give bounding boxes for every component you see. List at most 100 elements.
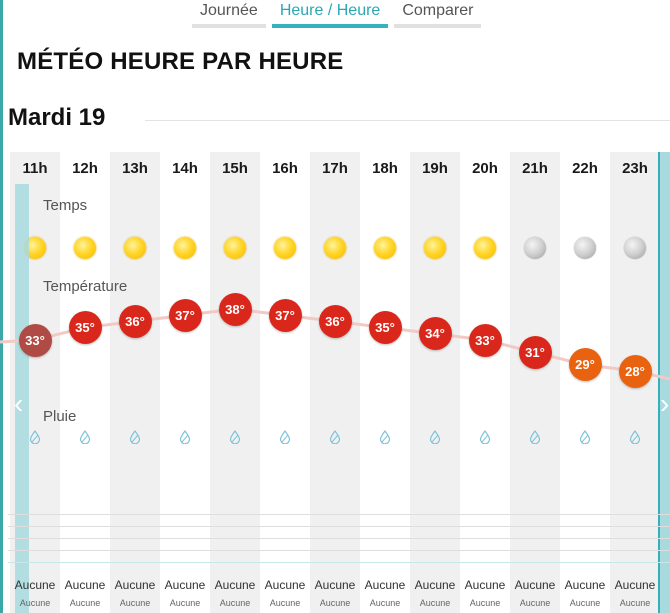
raindrop-icon [460, 429, 510, 447]
sun-icon [424, 237, 446, 259]
hour-label: 18h [372, 160, 398, 177]
temperature-badge: 31° [518, 335, 552, 369]
raindrop-icon [560, 429, 610, 447]
chevron-left-icon[interactable]: ‹ [14, 388, 24, 419]
hour-label: 16h [272, 160, 298, 177]
rain-value: Aucune [464, 578, 506, 592]
weather-icon-cell [160, 235, 210, 261]
temperature-badge: 35° [368, 311, 402, 345]
page-title: MÉTÉO HEURE PAR HEURE [17, 48, 344, 75]
sun-icon [174, 237, 196, 259]
rain-subvalue: Aucune [119, 598, 151, 608]
moon-icon [624, 237, 646, 259]
raindrop-icon [160, 429, 210, 447]
weather-icon-cell [210, 235, 260, 261]
hour-label: 17h [322, 160, 348, 177]
rain-subvalue: Aucune [569, 598, 601, 608]
rain-value: Aucune [364, 578, 406, 592]
temperature-badge: 33° [468, 323, 502, 357]
raindrop-icon [60, 429, 110, 447]
hour-column [110, 152, 160, 613]
sun-icon [274, 237, 296, 259]
rain-value: Aucune [164, 578, 206, 592]
next-scroll-area[interactable] [660, 152, 670, 613]
rain-value: Aucune [264, 578, 306, 592]
hour-label: 21h [522, 160, 548, 177]
hour-column [310, 152, 360, 613]
raindrop-icon [610, 429, 660, 447]
temperature-badge: 36° [318, 304, 352, 338]
rain-value: Aucune [514, 578, 556, 592]
temperature-badge: 34° [418, 317, 452, 351]
weather-icon-cell [510, 235, 560, 261]
rain-value: Aucune [214, 578, 256, 592]
hour-label: 23h [622, 160, 648, 177]
rain-value: Aucune [14, 578, 56, 592]
rain-value: Aucune [64, 578, 106, 592]
sun-icon [474, 237, 496, 259]
moon-icon [524, 237, 546, 259]
current-hour-indicator [15, 184, 29, 613]
sun-icon [124, 237, 146, 259]
day-title: Mardi 19 [8, 104, 106, 131]
weather-icon-cell [360, 235, 410, 261]
section-label-temps: Temps [43, 197, 88, 214]
hour-column [210, 152, 260, 613]
temperature-badge: 37° [168, 298, 202, 332]
rain-gridline [8, 526, 670, 527]
weather-icon-cell [610, 235, 660, 261]
hourly-forecast-grid: 11h 12h 13h 14h 15h 16h 17h 18h 19h 20h 21h 22h 23h … [0, 152, 670, 613]
day-divider [145, 120, 670, 121]
rain-subvalue: Aucune [419, 598, 451, 608]
sun-icon [224, 237, 246, 259]
hour-label: 12h [72, 160, 98, 177]
rain-value: Aucune [414, 578, 456, 592]
hour-label: 15h [222, 160, 248, 177]
scroll-edge [658, 152, 660, 613]
tab-comparer[interactable]: Comparer [394, 0, 482, 28]
weather-icon-cell [560, 235, 610, 261]
hour-column [510, 152, 560, 613]
weather-icon-cell [110, 235, 160, 261]
rain-subvalue: Aucune [19, 598, 51, 608]
raindrop-icon [410, 429, 460, 447]
hour-label: 14h [172, 160, 198, 177]
temperature-badge: 29° [568, 348, 602, 382]
moon-icon [574, 237, 596, 259]
hour-label: 11h [22, 160, 48, 177]
temperature-badge: 33° [18, 323, 52, 357]
weather-icon-cell [260, 235, 310, 261]
temperature-badge: 37° [268, 298, 302, 332]
raindrop-icon [210, 429, 260, 447]
rain-subvalue: Aucune [619, 598, 651, 608]
sun-icon [324, 237, 346, 259]
raindrop-icon [310, 429, 360, 447]
rain-subvalue: Aucune [169, 598, 201, 608]
weather-icon-cell [410, 235, 460, 261]
temperature-badge: 38° [218, 292, 252, 326]
rain-gridline [8, 550, 670, 551]
rain-value: Aucune [114, 578, 156, 592]
chevron-right-icon[interactable]: › [660, 388, 670, 419]
rain-gridline [8, 514, 670, 515]
temperature-badge: 36° [118, 304, 152, 338]
rain-value: Aucune [614, 578, 656, 592]
raindrop-icon [260, 429, 310, 447]
sun-icon [374, 237, 396, 259]
sun-icon [24, 237, 46, 259]
weather-icon-cell [310, 235, 360, 261]
rain-subvalue: Aucune [69, 598, 101, 608]
rain-gridline [8, 538, 670, 539]
hour-label: 19h [422, 160, 448, 177]
tab-journee[interactable]: Journée [192, 0, 266, 28]
raindrop-icon [10, 429, 60, 447]
raindrop-icon [110, 429, 160, 447]
section-label-temperature: Température [43, 278, 128, 295]
rain-value: Aucune [564, 578, 606, 592]
hour-label: 13h [122, 160, 148, 177]
tab-heure-heure[interactable]: Heure / Heure [271, 0, 389, 28]
weather-icon-cell [10, 235, 60, 261]
raindrop-icon [510, 429, 560, 447]
rain-baseline [8, 562, 670, 563]
view-tabs: Journée Heure / Heure Comparer [192, 0, 487, 28]
